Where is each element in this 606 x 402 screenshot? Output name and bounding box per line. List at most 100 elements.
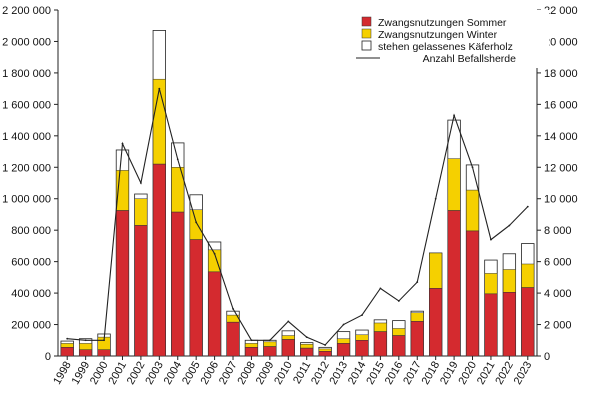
legend-label: Zwangsnutzungen Winter [378,29,498,41]
y-tick-label-left: 200 000 [11,320,51,332]
bar-sommer [244,347,258,357]
bar-winter [410,312,424,322]
line-point [176,158,179,161]
line-point [342,323,345,326]
bar-sommer [318,351,332,357]
y-tick-label-left: 2 000 000 [2,36,51,48]
bar-sommer [373,331,387,357]
legend-label: Zwangsnutzungen Sommer [378,17,507,29]
line-point [158,87,161,90]
y-tick-label-left: 1 400 000 [2,131,51,143]
bar-winter [79,343,93,350]
x-tick-label: 2006 [199,360,222,387]
bar-winter [134,198,148,226]
y-tick-label-right: 20 000 [544,36,578,48]
legend-label: stehen gelassenes Käferholz [378,41,513,53]
line-point [453,114,455,117]
x-tick-label: 2022 [493,360,516,387]
bar-sommer [337,343,351,357]
bar-winter [521,263,535,288]
x-tick-label: 2017 [401,360,424,387]
bar-sommer [300,347,314,357]
x-tick-label: 2009 [254,360,277,387]
y-tick-label-left: 800 000 [11,225,51,237]
y-tick-label-right: 6 000 [544,257,572,269]
line-point [268,339,271,342]
bar-sommer [152,163,166,357]
line-point [84,339,87,342]
x-tick-label: 2018 [420,360,443,387]
line-point [305,336,308,339]
y-tick-label-right: 2 000 [544,320,572,332]
legend-swatch [361,28,372,39]
y-tick-label-right: 18 000 [544,68,578,80]
y-tick-label-right: 10 000 [544,194,578,206]
bar-sommer [79,349,93,357]
x-tick-label: 2008 [235,360,258,387]
bar-winter [429,252,443,289]
bar-sommer [281,339,295,357]
line-point [397,300,400,302]
x-tick-label: 1998 [51,360,74,387]
y-tick-label-right: 14 000 [544,131,578,143]
line-point [66,337,69,340]
line-point [140,182,142,184]
bar-sommer [410,321,424,357]
line-point [526,205,529,208]
y-tick-label-right: 16 000 [544,99,578,111]
bar-sommer [263,346,277,357]
line-befallsherde [67,88,529,346]
x-tick-label: 2020 [456,360,479,387]
y-tick-label-left: 600 000 [11,257,51,269]
bar-sommer [484,293,498,357]
y-tick-label-right: 8 000 [544,225,572,237]
x-tick-label: 2002 [125,360,148,387]
bar-winter [466,189,480,232]
bar-sommer [171,211,185,357]
bar-sommer [355,340,369,357]
line-point [416,281,419,283]
bar-sommer [429,288,443,357]
line-point [103,339,105,342]
y-tick-label-right: 22 000 [544,5,578,17]
bar-sommer [226,321,240,357]
line-point [471,166,474,169]
bar-sommer [60,347,74,357]
bar-winter [244,343,258,348]
bar-sommer [521,287,535,357]
y-tick-label-left: 1 000 000 [2,194,51,206]
bar-sommer [189,239,203,357]
x-tick-label: 2014 [346,360,369,387]
legend-swatch [361,40,372,51]
bar-sommer [466,230,480,357]
bar-winter [152,78,166,165]
x-tick-label: 1999 [70,360,93,387]
y-tick-label-left: 1 200 000 [2,162,51,174]
bar-winter [281,335,295,340]
x-tick-label: 2001 [106,360,129,387]
bar-sommer [115,210,129,357]
bar-sommer [208,271,222,357]
y-tick-label-right: 12 000 [544,162,578,174]
x-tick-label: 2021 [475,360,498,387]
x-tick-label: 2015 [364,360,387,387]
legend-label: Anzahl Befallsherde [423,53,517,65]
y-tick-label-left: 1 600 000 [2,99,51,111]
bar-winter [60,343,74,348]
y-tick-label-left: 2 200 000 [2,5,51,17]
y-tick-label-left: 1 800 000 [2,68,51,80]
line-point [324,344,327,346]
bar-winter [392,328,406,336]
bar-winter [337,338,351,344]
line-point [250,339,253,342]
x-tick-label: 2003 [143,360,166,387]
line-point [379,287,382,290]
line-point [232,307,234,310]
x-tick-label: 2019 [438,360,461,387]
y-tick-label-right: 0 [544,351,550,363]
y-tick-label-right: 4 000 [544,288,572,300]
bar-winter [189,209,203,240]
